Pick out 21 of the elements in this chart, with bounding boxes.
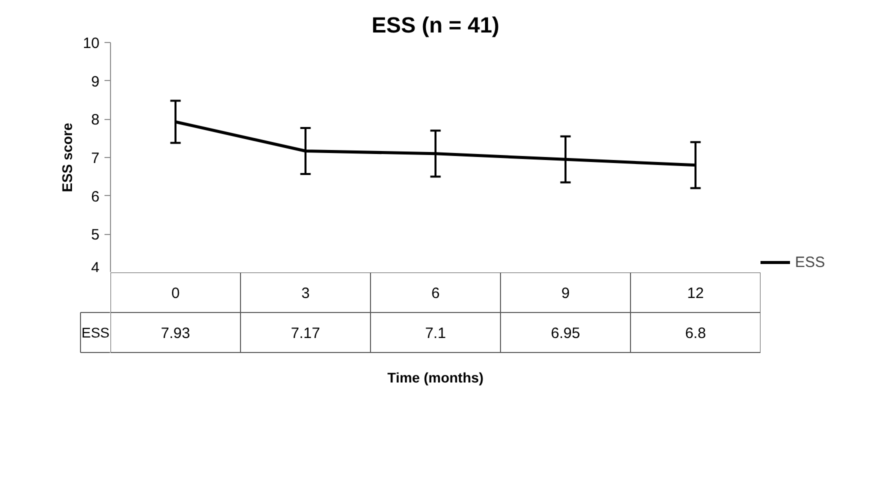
x-axis-title: Time (months) (387, 370, 484, 386)
text: ESS (81, 324, 110, 340)
data-label: 6.8 (685, 325, 706, 342)
y-axis-title: ESS score (58, 122, 75, 192)
y-tick-label: 6 (91, 188, 100, 206)
y-tick-label: 7 (91, 150, 100, 167)
x-tick-label: 9 (561, 285, 570, 302)
data-label: 6.95 (550, 325, 580, 342)
data-label: 7.17 (290, 325, 320, 342)
y-tick-label: 9 (91, 73, 100, 90)
chart-title: ESS (n = 41) (372, 12, 500, 38)
x-tick-label: 12 (687, 285, 704, 302)
x-tick-label: 3 (301, 285, 310, 302)
y-tick-label: 8 (91, 112, 100, 129)
x-tick-label: 6 (431, 285, 440, 302)
y-tick-label: 10 (82, 35, 100, 52)
data-label: 7.93 (160, 325, 190, 342)
y-tick-label: 5 (91, 226, 100, 244)
data-label: 7.1 (425, 325, 446, 342)
legend-label: ESS (795, 254, 826, 270)
x-tick-label: 0 (171, 285, 180, 302)
